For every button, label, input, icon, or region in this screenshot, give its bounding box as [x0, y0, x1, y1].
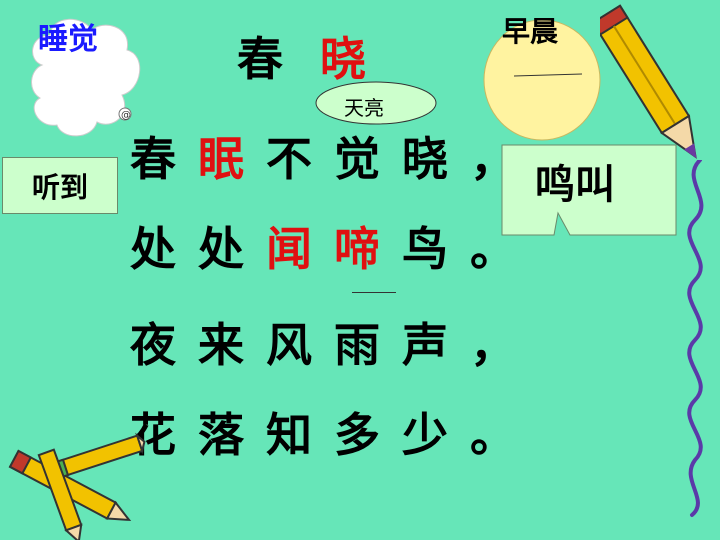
- hear-label: 听到: [31, 170, 88, 204]
- sing-label: 鸣叫: [535, 162, 615, 208]
- poem-char: 处: [198, 222, 244, 276]
- poem-char: 少: [402, 408, 448, 462]
- poem-char: 处: [130, 222, 176, 276]
- poem-char: 晓: [402, 132, 448, 186]
- poem-char: 不: [266, 132, 312, 186]
- poem-char-highlight: 闻: [266, 222, 312, 276]
- poem-line-2: 处 处 闻 啼 鸟 。: [130, 222, 516, 276]
- squiggle-line-icon: [687, 160, 704, 517]
- poem-line-1: 春 眠 不 觉 晓 ，: [130, 132, 516, 186]
- poem-char: 。: [470, 222, 516, 276]
- title-char-1: 春: [237, 32, 283, 86]
- sing-callout: [501, 144, 677, 236]
- pencil-icon: [600, 4, 697, 159]
- poem-char: 来: [198, 318, 244, 372]
- dawn-ellipse: [315, 81, 437, 125]
- poem-char: 。: [470, 408, 516, 462]
- poem-char: 声: [402, 318, 448, 372]
- poem-char: 春: [130, 132, 176, 186]
- dawn-note: 天亮: [344, 96, 384, 120]
- poem-char-highlight: 啼: [334, 222, 380, 276]
- poem-line-4: 花 落 知 多 少 。: [130, 408, 516, 462]
- poem-char: ，: [470, 132, 516, 186]
- hear-label-box: 听到: [2, 157, 118, 214]
- poem-char: 鸟: [402, 222, 448, 276]
- poem-char: ，: [470, 318, 516, 372]
- morning-label: 早晨: [502, 15, 559, 48]
- poem-line-3: 夜 来 风 雨 声 ，: [130, 318, 516, 372]
- poem-char: 雨: [334, 318, 380, 372]
- poem-char: 多: [334, 408, 380, 462]
- sun-icon: [483, 19, 601, 141]
- poem-char: 知: [266, 408, 312, 462]
- poem-char: 落: [198, 408, 244, 462]
- svg-text:@: @: [121, 110, 131, 121]
- sleep-label: 睡觉: [38, 22, 98, 57]
- poem-char: 风: [266, 318, 312, 372]
- pencil-pile-icon: [8, 432, 146, 540]
- poem-char: 觉: [334, 132, 380, 186]
- poem-char: 夜: [130, 318, 176, 372]
- poem-char-highlight: 眠: [198, 132, 244, 186]
- divider-line: [352, 292, 396, 293]
- title-char-2: 晓: [320, 32, 366, 86]
- sleeping-cloud-icon: @: [31, 18, 141, 137]
